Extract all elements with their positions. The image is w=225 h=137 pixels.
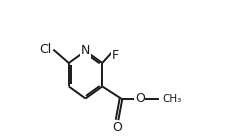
Text: N: N	[81, 44, 90, 57]
Text: O: O	[112, 121, 122, 134]
Text: O: O	[134, 92, 144, 105]
Text: Cl: Cl	[39, 43, 51, 56]
Text: F: F	[112, 49, 119, 62]
Text: CH₃: CH₃	[161, 94, 180, 104]
